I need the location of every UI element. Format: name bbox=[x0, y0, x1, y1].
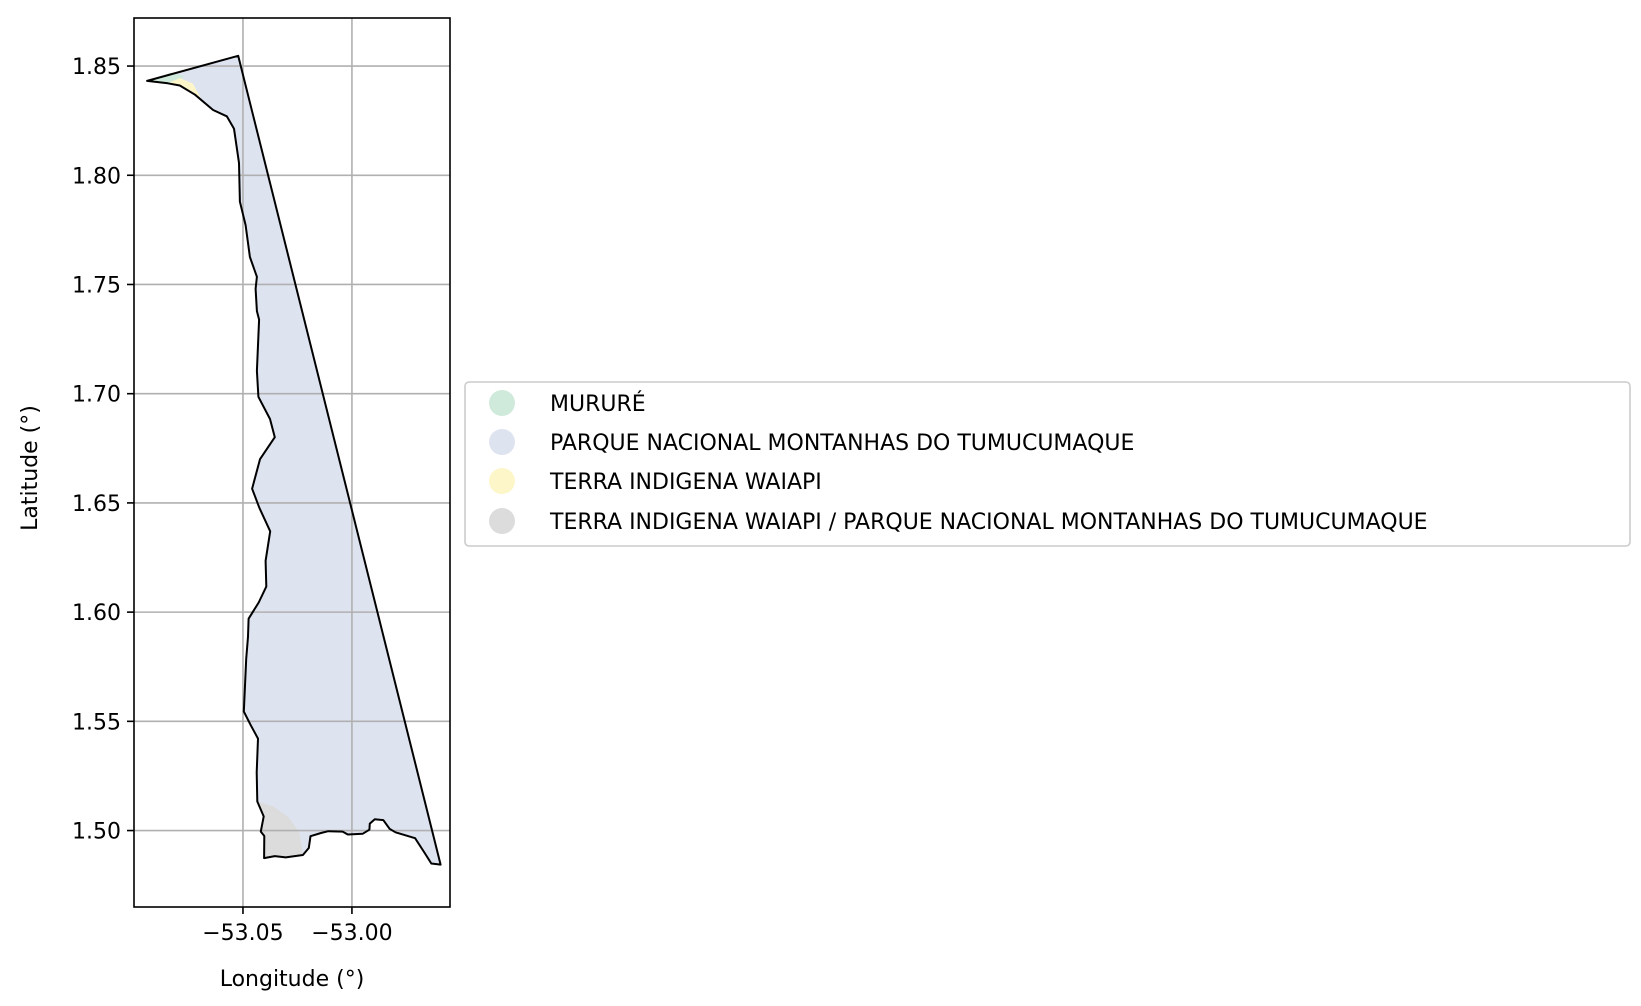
plot-frame bbox=[133, 17, 451, 908]
region-outline bbox=[146, 54, 442, 866]
legend-swatch-parque-nacional bbox=[489, 429, 515, 455]
legend-item-parque-nacional: PARQUE NACIONAL MONTANHAS DO TUMUCUMAQUE bbox=[489, 429, 1134, 456]
y-tick-label: 1.85 bbox=[72, 55, 121, 80]
x-tick-label: −53.05 bbox=[202, 921, 283, 946]
legend-label-terra-indigena: TERRA INDIGENA WAIAPI bbox=[549, 470, 822, 495]
legend-item-mururé: MURURÉ bbox=[489, 390, 646, 417]
y-axis-label: Latitude (°) bbox=[18, 405, 43, 531]
legend-label-mururé: MURURÉ bbox=[550, 391, 646, 417]
legend: MURURÉ PARQUE NACIONAL MONTANHAS DO TUMU… bbox=[464, 381, 1631, 547]
x-axis-label: Longitude (°) bbox=[220, 967, 365, 992]
plot-area bbox=[133, 17, 451, 908]
y-tick-label: 1.50 bbox=[72, 820, 121, 845]
ticks-layer: −53.05 −53.00 1.50 1.55 1.60 1.65 1.70 1.75 1.80… bbox=[72, 55, 393, 946]
legend-label-parque-nacional: PARQUE NACIONAL MONTANHAS DO TUMUCUMAQUE bbox=[550, 431, 1134, 456]
region-terra-indigena-waiapi-2 bbox=[167, 78, 214, 110]
legend-item-overlap: TERRA INDIGENA WAIAPI / PARQUE NACIONAL … bbox=[489, 508, 1428, 535]
y-tick-label: 1.55 bbox=[72, 710, 121, 735]
region-parque-nacional-montanhas-do-tumucumaque-0 bbox=[147, 55, 441, 865]
x-tick-label: −53.00 bbox=[311, 921, 392, 946]
legend-label-overlap: TERRA INDIGENA WAIAPI / PARQUE NACIONAL … bbox=[549, 510, 1428, 535]
y-tick-label: 1.70 bbox=[72, 383, 121, 408]
y-tick-label: 1.65 bbox=[72, 492, 121, 517]
legend-frame bbox=[464, 381, 1631, 547]
legend-swatch-mururé bbox=[489, 390, 515, 416]
legend-swatch-overlap bbox=[489, 508, 515, 534]
grid-layer bbox=[134, 18, 450, 907]
y-tick-label: 1.80 bbox=[72, 164, 121, 189]
legend-item-terra-indigena: TERRA INDIGENA WAIAPI bbox=[489, 468, 822, 495]
y-tick-label: 1.60 bbox=[72, 601, 121, 626]
legend-swatch-terra-indigena bbox=[489, 468, 515, 494]
y-tick-label: 1.75 bbox=[72, 273, 121, 298]
